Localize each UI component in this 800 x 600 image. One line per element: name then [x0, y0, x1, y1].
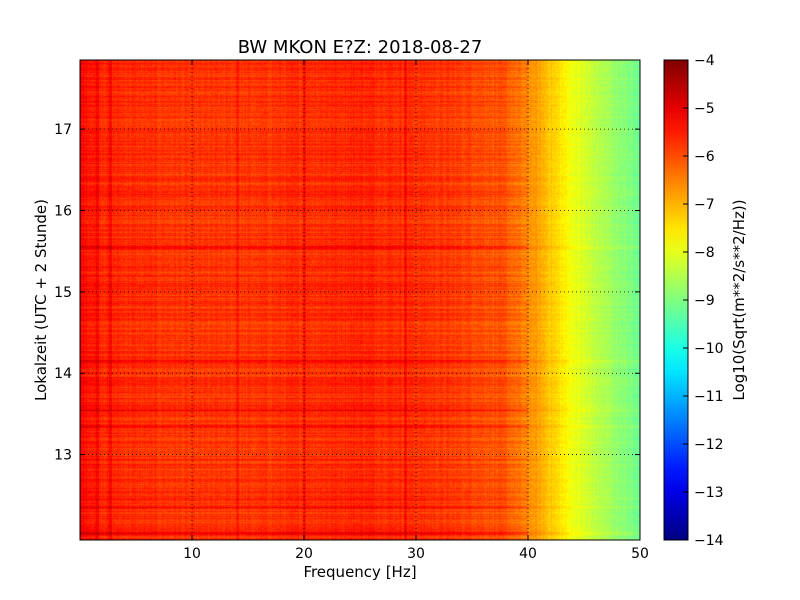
colorbar-tick-label: −7	[694, 197, 715, 213]
y-axis-label: Lokalzeit (UTC + 2 Stunde)	[32, 199, 50, 401]
y-tick-label: 16	[54, 204, 72, 220]
plot-area: 10 20 30 40 50 13 14 15 16 17	[54, 59, 649, 562]
colorbar-ticks: −4 −5 −6 −7 −8 −9 −10 −11 −12 −13 −14	[683, 53, 724, 549]
colorbar-label: Log10(Sqrt(m**2/s**2/Hz))	[730, 199, 748, 400]
x-axis-label: Frequency [Hz]	[303, 563, 416, 581]
x-tick-label: 50	[631, 546, 649, 562]
colorbar-tick-label: −14	[694, 533, 724, 549]
x-axis-ticks: 10 20 30 40 50	[183, 60, 649, 562]
chart-title: BW MKON E?Z: 2018-08-27	[238, 37, 483, 58]
colorbar-tick-label: −13	[694, 485, 724, 501]
colorbar-tick-label: −6	[694, 149, 715, 165]
colorbar-tick-label: −5	[694, 101, 715, 117]
y-tick-label: 13	[54, 448, 72, 464]
x-tick-label: 30	[407, 546, 425, 562]
spectrogram-heatmap	[80, 60, 640, 540]
x-tick-label: 10	[183, 546, 201, 562]
colorbar-tick-label: −4	[694, 53, 715, 69]
y-tick-label: 17	[54, 122, 72, 138]
colorbar-tick-label: −8	[694, 245, 715, 261]
y-axis-ticks: 13 14 15 16 17	[54, 122, 640, 464]
colorbar: −4 −5 −6 −7 −8 −9 −10 −11 −12 −13 −14	[663, 53, 724, 549]
plot-frame	[79, 59, 641, 541]
y-tick-label: 15	[54, 285, 72, 301]
colorbar-tick-label: −9	[694, 293, 715, 309]
colorbar-tick-label: −12	[694, 437, 724, 453]
x-tick-label: 20	[295, 546, 313, 562]
colorbar-tick-label: −10	[694, 341, 724, 357]
x-tick-label: 40	[519, 546, 537, 562]
colorbar-tick-label: −11	[694, 389, 724, 405]
y-tick-label: 14	[54, 366, 72, 382]
grid-lines	[80, 60, 640, 540]
